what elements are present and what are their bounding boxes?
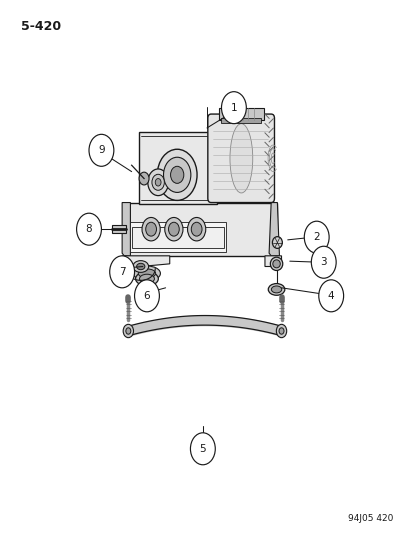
- Text: 6: 6: [143, 291, 150, 301]
- Polygon shape: [122, 203, 130, 256]
- Bar: [221, 118, 260, 123]
- Text: 5-420: 5-420: [21, 20, 61, 33]
- Circle shape: [142, 217, 160, 241]
- Bar: [130, 222, 225, 252]
- Text: 3: 3: [320, 257, 326, 267]
- Text: 2: 2: [313, 232, 319, 242]
- Text: 4: 4: [327, 291, 334, 301]
- Ellipse shape: [133, 266, 160, 281]
- Ellipse shape: [139, 274, 154, 284]
- Text: 1: 1: [230, 103, 237, 112]
- Circle shape: [163, 157, 190, 192]
- Ellipse shape: [268, 284, 284, 295]
- Circle shape: [147, 169, 168, 196]
- Bar: [124, 203, 277, 256]
- Circle shape: [304, 221, 328, 253]
- Ellipse shape: [272, 237, 282, 248]
- Bar: [138, 132, 217, 204]
- Ellipse shape: [271, 286, 281, 293]
- Circle shape: [164, 217, 183, 241]
- Bar: [112, 225, 126, 233]
- Ellipse shape: [278, 328, 283, 334]
- Ellipse shape: [230, 124, 252, 193]
- Bar: [218, 108, 263, 120]
- Circle shape: [221, 92, 246, 124]
- Ellipse shape: [276, 324, 286, 338]
- Circle shape: [318, 280, 343, 312]
- Circle shape: [157, 149, 197, 200]
- Circle shape: [155, 179, 161, 186]
- Circle shape: [139, 172, 149, 185]
- Ellipse shape: [136, 263, 145, 270]
- Bar: [132, 227, 223, 248]
- Circle shape: [76, 213, 101, 245]
- FancyBboxPatch shape: [207, 114, 274, 203]
- Ellipse shape: [138, 269, 155, 278]
- Circle shape: [134, 280, 159, 312]
- Text: 94J05 420: 94J05 420: [347, 514, 392, 523]
- Text: 7: 7: [119, 267, 125, 277]
- Ellipse shape: [126, 328, 131, 334]
- Circle shape: [168, 222, 179, 236]
- Ellipse shape: [133, 261, 148, 272]
- Ellipse shape: [270, 257, 282, 271]
- Ellipse shape: [135, 272, 158, 286]
- Circle shape: [152, 174, 164, 190]
- Ellipse shape: [123, 324, 133, 338]
- Polygon shape: [264, 256, 281, 266]
- Circle shape: [109, 256, 134, 288]
- Circle shape: [170, 166, 183, 183]
- Polygon shape: [268, 203, 279, 256]
- Circle shape: [191, 222, 202, 236]
- Text: 9: 9: [98, 146, 104, 155]
- Ellipse shape: [272, 260, 280, 268]
- Circle shape: [190, 433, 215, 465]
- Text: 5: 5: [199, 444, 206, 454]
- Circle shape: [311, 246, 335, 278]
- Circle shape: [89, 134, 114, 166]
- Circle shape: [145, 222, 156, 236]
- Polygon shape: [122, 256, 169, 269]
- Text: 8: 8: [85, 224, 92, 234]
- Circle shape: [187, 217, 205, 241]
